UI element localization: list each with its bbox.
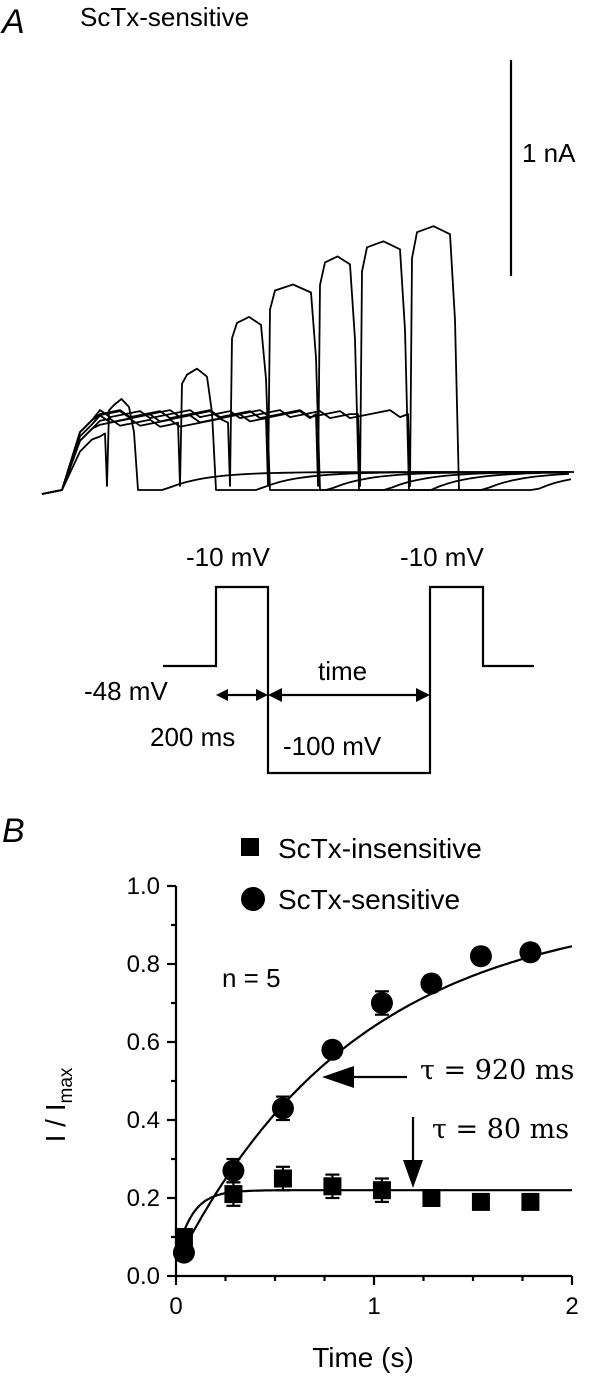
x-tick-label: 0 (169, 1293, 182, 1320)
data-point-circle (172, 1241, 195, 1264)
data-point-square (273, 1169, 292, 1188)
data-point-square (422, 1189, 441, 1207)
y-axis-label: I / Imax (40, 1067, 77, 1142)
data-point-square (372, 1181, 391, 1200)
x-axis-label: Time (s) (312, 1342, 414, 1373)
current-trace-5 (41, 255, 568, 495)
interval-arrow (268, 688, 430, 702)
current-trace-6 (41, 240, 570, 495)
current-trace-4 (41, 283, 568, 495)
tau-slow-label: τ = 920 ms (420, 1055, 574, 1086)
step2-label: -10 mV (400, 542, 484, 572)
fit-curve-sensitive (180, 945, 573, 1254)
data-point-square (323, 1177, 342, 1196)
recovery-plot: 0.0 0.2 0.4 0.6 0.8 1.0 0 1 2 (127, 873, 579, 1320)
holding-label: -48 mV (84, 676, 168, 706)
voltage-protocol (163, 585, 534, 775)
y-tick-label: 0.6 (127, 1029, 160, 1056)
tau-slow-arrow (322, 1066, 407, 1088)
current-trace-3 (41, 316, 574, 495)
legend-square-marker (241, 838, 259, 856)
tau-fast-arrow (403, 1117, 423, 1188)
y-tick-label: 0.0 (127, 1263, 160, 1290)
y-tick-label: 0.2 (127, 1185, 160, 1212)
scale-bar-label: 1 nA (522, 138, 576, 168)
data-point-square (174, 1228, 193, 1246)
tau-fast-label: τ = 80 ms (432, 1114, 569, 1145)
n-annotation: n = 5 (222, 963, 281, 993)
panel-a-letter: A (0, 3, 25, 41)
legend-label-insensitive: ScTx-insensitive (278, 833, 482, 864)
data-point-circle (222, 1159, 245, 1182)
data-point-square (521, 1192, 540, 1211)
recovery-label: -100 mV (283, 731, 382, 761)
x-tick-label: 1 (367, 1293, 380, 1320)
y-tick-label: 0.4 (127, 1107, 160, 1134)
data-point-square (224, 1185, 243, 1204)
data-point-circle (271, 1097, 294, 1120)
prepulse-arrow (216, 689, 268, 701)
data-point-circle (370, 992, 393, 1014)
legend-circle-marker (241, 887, 265, 911)
data-point-square (471, 1192, 490, 1211)
current-trace-7 (41, 225, 572, 495)
data-point-circle (420, 972, 443, 995)
data-point-circle (519, 941, 542, 964)
prepulse-label: 200 ms (150, 722, 235, 752)
y-tick-label: 0.8 (127, 951, 160, 978)
interval-label: time (318, 656, 367, 686)
x-tick-label: 2 (565, 1293, 578, 1320)
y-tick-label: 1.0 (127, 873, 160, 900)
legend-label-sensitive: ScTx-sensitive (278, 884, 460, 915)
panel-a-title: ScTx-sensitive (80, 2, 249, 32)
panel-b-letter: B (2, 812, 25, 850)
data-point-circle (469, 945, 492, 968)
current-traces (41, 225, 574, 495)
data-point-circle (321, 1038, 344, 1061)
step1-label: -10 mV (186, 542, 270, 572)
